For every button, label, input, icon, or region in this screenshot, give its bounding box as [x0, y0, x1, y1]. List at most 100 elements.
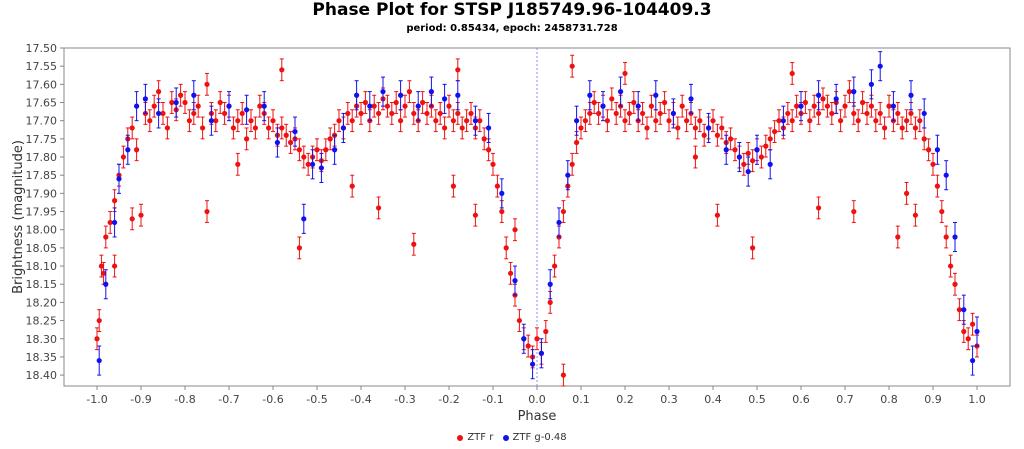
y-tick-label: 17.75	[26, 133, 58, 146]
data-point	[125, 147, 131, 153]
data-point	[934, 183, 941, 189]
data-point	[952, 234, 958, 240]
data-point	[358, 110, 364, 117]
data-point	[129, 125, 135, 131]
data-point	[921, 136, 927, 142]
data-point	[191, 92, 197, 98]
data-point	[701, 132, 707, 138]
data-point	[895, 234, 901, 240]
data-point	[411, 241, 417, 247]
data-point	[252, 125, 258, 131]
data-point	[974, 328, 980, 335]
data-point	[257, 103, 263, 109]
data-point	[873, 118, 879, 124]
y-tick-label: 17.65	[26, 97, 58, 110]
y-tick-label: 18.30	[26, 333, 58, 346]
data-point	[899, 125, 905, 131]
data-point	[904, 190, 910, 196]
y-axis-label: Brightness (magnitude)	[11, 140, 26, 294]
data-point	[741, 161, 747, 167]
data-point	[908, 92, 914, 98]
data-point	[833, 96, 839, 102]
data-point	[750, 245, 756, 251]
data-point	[508, 270, 514, 276]
x-tick-label: -0.6	[262, 393, 283, 406]
x-tick-label: 0.6	[792, 393, 810, 406]
data-point	[692, 125, 699, 131]
data-point	[204, 208, 210, 215]
data-point	[714, 132, 721, 138]
x-tick-label: -1.0	[86, 393, 107, 406]
data-point	[917, 118, 923, 124]
data-point	[477, 118, 483, 124]
y-tick-label: 18.10	[26, 260, 58, 273]
data-point	[367, 103, 373, 109]
data-point	[525, 343, 531, 349]
data-point	[710, 118, 716, 124]
data-point	[305, 161, 311, 167]
data-point	[745, 150, 751, 156]
data-point	[512, 278, 518, 284]
data-point	[675, 125, 681, 131]
data-point	[618, 89, 624, 95]
data-point	[754, 147, 760, 153]
data-point	[147, 118, 153, 124]
data-point	[134, 147, 140, 153]
data-point	[112, 263, 118, 269]
data-point	[864, 110, 870, 117]
data-point	[455, 92, 461, 98]
data-point	[719, 125, 725, 131]
data-point	[230, 125, 236, 131]
data-point	[112, 219, 118, 226]
data-point	[336, 118, 342, 124]
x-tick-label: 0.5	[748, 393, 766, 406]
data-point	[340, 125, 346, 131]
data-point	[622, 70, 628, 77]
data-point	[622, 118, 628, 124]
data-point	[178, 92, 184, 98]
x-tick-label: -0.3	[394, 393, 415, 406]
data-point	[824, 103, 831, 109]
y-tick-label: 18.40	[26, 369, 58, 382]
y-tick-label: 17.95	[26, 206, 58, 219]
data-point	[362, 99, 368, 106]
data-point	[428, 89, 434, 95]
data-point	[970, 321, 976, 327]
data-point	[684, 118, 690, 124]
data-point	[912, 125, 919, 131]
data-point	[376, 205, 382, 211]
data-point	[323, 147, 329, 153]
y-tick-label: 17.70	[26, 115, 58, 128]
data-point	[714, 212, 721, 218]
data-point	[596, 110, 602, 117]
data-point	[640, 110, 646, 117]
data-point	[521, 336, 527, 342]
data-point	[648, 103, 655, 109]
legend-marker-ztf-r	[457, 434, 464, 441]
chart-title: Phase Plot for STSP J185749.96-104409.3	[312, 0, 712, 20]
x-tick-label: 0.1	[572, 393, 590, 406]
data-point	[222, 110, 228, 117]
data-point	[758, 154, 765, 160]
x-tick-label: 1.0	[968, 393, 986, 406]
data-point	[349, 118, 355, 124]
data-point	[156, 110, 162, 117]
legend-marker-ztf-g	[502, 434, 509, 441]
data-point	[468, 110, 474, 117]
x-tick-label: 0.8	[880, 393, 898, 406]
data-point	[732, 147, 738, 153]
data-point	[855, 118, 861, 124]
data-point	[459, 125, 465, 131]
y-tick-label: 17.50	[26, 42, 58, 55]
y-tick-label: 18.20	[26, 296, 58, 309]
x-tick-label: 0.7	[836, 393, 854, 406]
data-point	[794, 103, 800, 109]
data-point	[851, 89, 857, 95]
data-point	[138, 212, 144, 218]
data-point	[455, 110, 461, 117]
y-tick-label: 18.15	[26, 278, 58, 291]
data-point	[644, 125, 650, 131]
data-point	[635, 103, 641, 109]
data-point	[816, 92, 822, 98]
data-point	[279, 67, 285, 73]
